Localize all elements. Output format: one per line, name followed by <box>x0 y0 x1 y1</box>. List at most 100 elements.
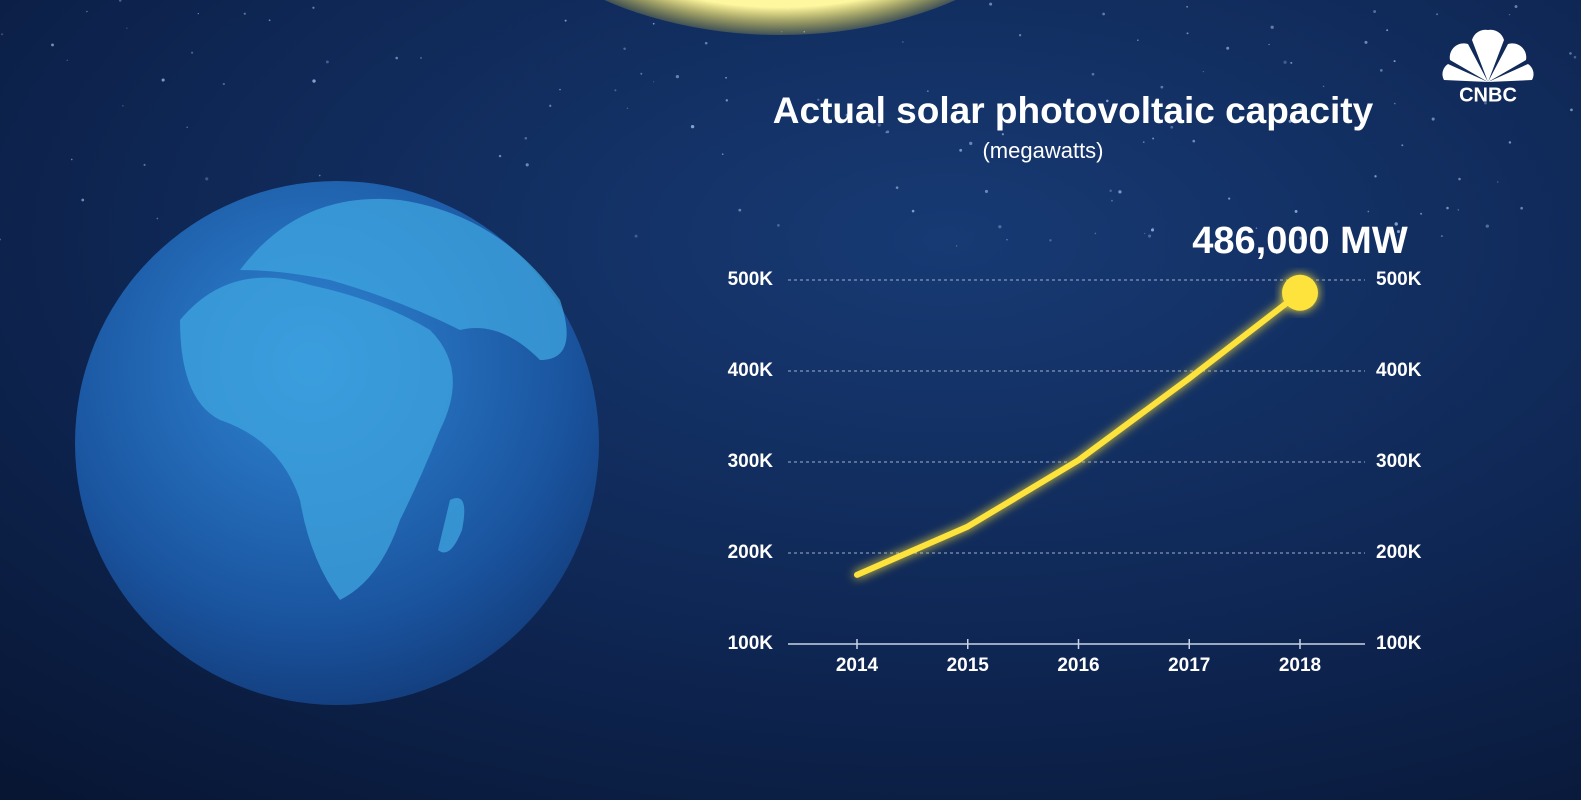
chart-title: Actual solar photovoltaic capacity <box>773 90 1374 131</box>
star <box>312 79 316 83</box>
star <box>959 148 963 152</box>
star <box>0 238 2 241</box>
star <box>1001 133 1005 136</box>
star <box>1090 104 1094 108</box>
star <box>564 19 567 22</box>
x-tick-label: 2016 <box>1057 655 1099 676</box>
star <box>395 56 398 60</box>
y2-tick-label: 100K <box>1376 633 1422 654</box>
star <box>1283 60 1287 64</box>
continent <box>240 198 567 360</box>
star <box>1573 55 1577 59</box>
star <box>1373 10 1377 13</box>
star <box>243 12 246 15</box>
star <box>1094 232 1097 235</box>
star <box>1393 102 1396 105</box>
star <box>191 51 194 54</box>
star <box>1431 117 1435 121</box>
star <box>1520 206 1523 210</box>
star <box>989 2 993 6</box>
star <box>1049 239 1052 242</box>
star <box>524 136 528 140</box>
y-tick-label: 400K <box>728 360 774 381</box>
star <box>420 57 422 59</box>
star <box>690 124 695 129</box>
star <box>66 59 69 62</box>
star <box>559 88 561 91</box>
star <box>1255 227 1258 229</box>
star <box>197 12 199 15</box>
star <box>1446 206 1449 210</box>
x-tick-label: 2017 <box>1168 655 1210 676</box>
star <box>623 47 626 51</box>
star <box>1290 61 1293 64</box>
star <box>1379 68 1383 72</box>
star <box>318 174 321 177</box>
star <box>1457 209 1460 211</box>
star <box>1393 60 1396 63</box>
y-tick-label: 500K <box>728 269 774 290</box>
star <box>1508 13 1511 16</box>
star <box>86 10 88 13</box>
star <box>1021 110 1024 114</box>
y2-tick-label: 200K <box>1376 542 1422 563</box>
star <box>51 43 54 47</box>
star <box>1228 197 1231 200</box>
star <box>1367 210 1370 213</box>
star <box>1202 70 1204 73</box>
y2-tick-label: 400K <box>1376 360 1422 381</box>
star <box>143 163 146 166</box>
star <box>1401 144 1404 147</box>
star <box>1436 13 1439 16</box>
star <box>1570 108 1573 112</box>
star <box>969 141 973 146</box>
star <box>549 104 552 107</box>
value-label: 486,000 MW <box>1192 220 1408 262</box>
star <box>1276 252 1278 255</box>
star <box>1216 248 1220 252</box>
y-tick-label: 300K <box>728 451 774 472</box>
star <box>161 78 165 82</box>
star <box>1109 189 1112 193</box>
star <box>895 186 899 189</box>
star <box>1299 108 1303 113</box>
star <box>498 154 502 158</box>
star <box>1160 85 1164 89</box>
star <box>725 99 728 102</box>
data-point <box>1282 274 1318 311</box>
star <box>652 22 655 25</box>
star <box>704 41 708 45</box>
star <box>738 208 742 212</box>
star <box>1364 40 1368 44</box>
data-line <box>854 289 1303 578</box>
star <box>1 33 4 36</box>
y-tick-label: 200K <box>728 542 774 563</box>
star <box>1322 85 1325 88</box>
star <box>1091 72 1095 76</box>
star <box>122 105 124 107</box>
star <box>1458 177 1461 181</box>
star <box>126 27 128 29</box>
star <box>1268 43 1270 46</box>
star <box>325 60 329 64</box>
star <box>640 72 643 75</box>
star <box>1386 29 1389 32</box>
star <box>268 19 271 22</box>
star <box>1569 52 1572 55</box>
star <box>70 158 73 161</box>
star <box>926 90 929 93</box>
star <box>1111 199 1113 202</box>
star <box>222 82 225 86</box>
star <box>725 76 727 79</box>
star <box>1042 110 1044 113</box>
star <box>1374 175 1377 178</box>
star <box>675 75 680 79</box>
logo-text: CNBC <box>1459 84 1517 106</box>
star <box>205 177 209 181</box>
y2-tick-label: 300K <box>1376 451 1422 472</box>
star <box>1396 229 1401 234</box>
star <box>902 41 904 43</box>
star <box>118 0 122 2</box>
